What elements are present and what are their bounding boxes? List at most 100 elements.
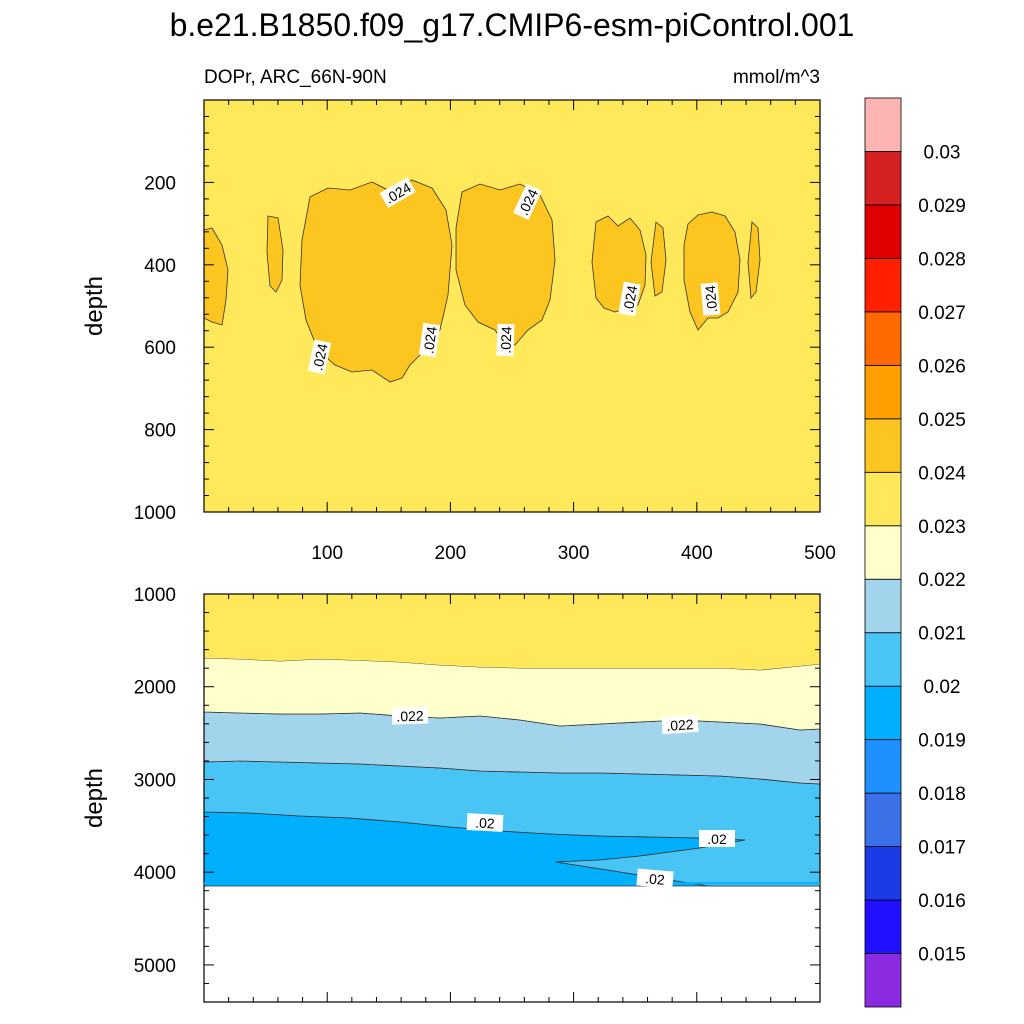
colorbar-swatch [864, 685, 902, 741]
upper-ytick-label: 800 [144, 421, 176, 442]
contour-label-text: .024 [620, 284, 641, 314]
colorbar-label: 0.025 [918, 410, 966, 431]
contour-label-bg [618, 281, 641, 317]
lower-ytick-label: 2000 [134, 678, 176, 699]
colorbar-swatch [864, 578, 902, 634]
colorbar-swatch [864, 846, 902, 901]
contour-label-text: .02 [475, 815, 495, 832]
colorbar-swatch [864, 792, 902, 847]
colorbar-swatch [864, 204, 902, 259]
units-label: mmol/m^3 [733, 67, 820, 88]
colorbar-label: 0.019 [918, 731, 966, 752]
colorbar-label: 0.026 [918, 356, 966, 377]
colorbar-label: 0.015 [918, 945, 966, 966]
colorbar-label: 0.016 [918, 891, 966, 912]
upper-xtick-label: 100 [311, 543, 343, 564]
upper-xtick-label: 400 [681, 543, 713, 564]
colorbar-swatch [864, 632, 902, 687]
colorbar-swatch [864, 899, 902, 954]
contour-label-text: .022 [666, 716, 695, 734]
band-023-024 [204, 594, 820, 670]
colorbar-label: 0.024 [918, 463, 966, 484]
contour-label-bg [699, 830, 735, 847]
contour-label: .02 [636, 868, 674, 889]
contour-label: .024 [307, 339, 332, 375]
contour-label-bg [636, 868, 674, 889]
contour-label-text: .02 [645, 870, 666, 888]
chart-title: b.e21.B1850.f09_g17.CMIP6-esm-piControl.… [170, 7, 855, 43]
colorbar-swatch [864, 311, 902, 366]
colorbar-label: 0.029 [918, 196, 966, 217]
lower-ticks [203, 593, 821, 1003]
upper-panel-frame [203, 99, 821, 513]
variable-label: DOPr, ARC_66N-90N [204, 67, 387, 88]
colorbar-swatch [864, 953, 902, 1008]
colorbar: 0.015 0.016 0.017 0.018 0.019 0.02 0.021 0.022 0… [864, 97, 966, 1008]
contour-label: .024 [418, 322, 441, 357]
contour-label-text: .024 [309, 342, 330, 372]
contour-label-bg [418, 322, 441, 357]
blob-2 [266, 215, 284, 293]
colorbar-label: 0.017 [918, 838, 966, 859]
lower-ytick-label: 1000 [134, 585, 176, 606]
colorbar-swatch [864, 471, 902, 527]
colorbar-label: 0.023 [918, 517, 966, 538]
colorbar-swatch [864, 418, 902, 473]
colorbar-label: 0.022 [918, 570, 966, 591]
contour-label-bg [466, 813, 504, 832]
colorbar-label: 0.021 [918, 624, 966, 645]
contour-label-bg [496, 323, 515, 357]
colorbar-label: 0.018 [918, 784, 966, 805]
contour-label-text: .024 [702, 285, 720, 314]
contour-label-bg [391, 706, 429, 725]
lower-ytick-label: 4000 [134, 863, 176, 884]
contour-label: .02 [699, 830, 735, 847]
upper-ticks [203, 99, 821, 513]
colorbar-swatch [864, 364, 902, 420]
colorbar-swatch [864, 258, 902, 313]
upper-ytick-label: 600 [144, 338, 176, 359]
contour-label: .024 [618, 281, 641, 317]
contour-label: .022 [391, 706, 429, 725]
contour-label: .022 [661, 714, 699, 735]
lower-ytick-label: 5000 [134, 956, 176, 977]
contour-label-bg [700, 282, 721, 316]
blob-4 [455, 183, 556, 346]
blob-8 [747, 221, 761, 300]
upper-tick-labels: 100 200 300 400 500 200 400 600 800 1000 [134, 173, 836, 564]
upper-ylabel: depth [81, 276, 108, 336]
contour-label: .024 [379, 177, 416, 208]
colorbar-swatch [864, 151, 902, 206]
contour-label-text: .024 [420, 325, 440, 354]
upper-panel: 100 200 300 400 500 200 400 600 800 1000 .024 .024… [81, 99, 836, 564]
blob-6 [650, 221, 667, 297]
contour-label-text: .024 [498, 326, 515, 354]
upper-ytick-label: 200 [144, 173, 176, 194]
colorbar-label: 0.02 [924, 677, 961, 698]
contour-label-bg [661, 714, 699, 735]
upper-ytick-label: 400 [144, 256, 176, 277]
colorbar-swatch [864, 739, 902, 794]
colorbar-label: 0.03 [924, 142, 961, 163]
upper-ytick-label: 1000 [134, 503, 176, 524]
contour-label: .024 [496, 323, 515, 357]
contour-label-text: .02 [707, 831, 727, 847]
contour-label: .02 [466, 813, 504, 832]
lower-ylabel: depth [81, 768, 108, 828]
upper-contour-labels: .024.024.024.024.024.024.024 [307, 177, 721, 375]
colorbar-swatch [864, 525, 902, 580]
contour-label-bg [307, 339, 332, 375]
upper-xtick-label: 200 [435, 543, 467, 564]
contour-label-text: .022 [396, 708, 424, 725]
contour-label-bg [513, 183, 543, 220]
colorbar-swatch [864, 97, 902, 152]
colorbar-label: 0.028 [918, 249, 966, 270]
upper-blobs [203, 179, 761, 383]
lower-ytick-label: 3000 [134, 770, 176, 791]
contour-label-bg [379, 177, 416, 208]
lower-panel: 1000 2000 3000 4000 5000 .022 .022 .02 .02 .02 d… [81, 585, 821, 1003]
upper-xtick-label: 500 [804, 543, 836, 564]
contour-label: .024 [700, 282, 721, 316]
blob-7 [683, 211, 741, 331]
upper-xtick-label: 300 [558, 543, 590, 564]
